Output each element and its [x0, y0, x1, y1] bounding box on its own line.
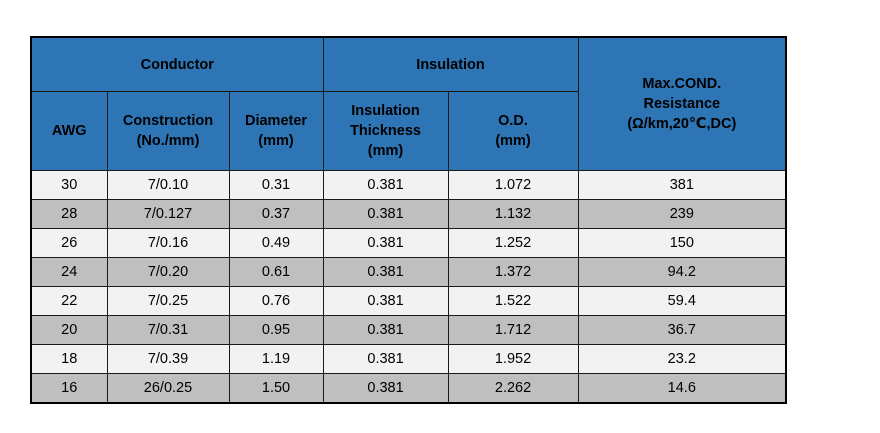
awg-cell: 28 — [30, 199, 108, 229]
resistance-cell: 23.2 — [577, 344, 788, 374]
outer-diameter-cell: 1.132 — [447, 199, 579, 229]
insulation-thickness-cell: 0.381 — [322, 257, 449, 287]
resistance-cell: 59.4 — [577, 286, 788, 316]
awg-cell: 30 — [30, 170, 108, 200]
construction-cell: 7/0.20 — [106, 257, 230, 287]
resistance-cell: 94.2 — [577, 257, 788, 287]
table-row: 28 7/0.127 0.37 0.381 1.132 239 — [30, 199, 788, 229]
awg-cell: 16 — [30, 373, 108, 404]
table-body: 30 7/0.10 0.31 0.381 1.072 381 28 7/0.12… — [30, 170, 788, 404]
insulation-thickness-cell: 0.381 — [322, 228, 449, 258]
table-row: 30 7/0.10 0.31 0.381 1.072 381 — [30, 170, 788, 200]
insulation-thickness-cell: 0.381 — [322, 286, 449, 316]
table-header: Conductor Insulation Max.COND. Resistanc… — [29, 36, 788, 171]
diameter-cell: 0.95 — [228, 315, 324, 345]
insulation-thickness-cell: 0.381 — [322, 315, 449, 345]
awg-cell: 20 — [30, 315, 108, 345]
outer-diameter-cell: 1.952 — [447, 344, 579, 374]
resistance-header: Max.COND. Resistance (Ω/km,20℃,DC) — [577, 36, 788, 171]
resistance-cell: 381 — [577, 170, 788, 200]
table-row: 24 7/0.20 0.61 0.381 1.372 94.2 — [30, 257, 788, 287]
insulation-thickness-cell: 0.381 — [322, 170, 449, 200]
table-row: 16 26/0.25 1.50 0.381 2.262 14.6 — [30, 373, 788, 404]
awg-cell: 22 — [30, 286, 108, 316]
diameter-header: Diameter (mm) — [228, 91, 324, 171]
diameter-cell: 1.19 — [228, 344, 324, 374]
table-row: 26 7/0.16 0.49 0.381 1.252 150 — [30, 228, 788, 258]
awg-cell: 24 — [30, 257, 108, 287]
construction-cell: 7/0.127 — [106, 199, 230, 229]
construction-cell: 7/0.16 — [106, 228, 230, 258]
outer-diameter-cell: 1.712 — [447, 315, 579, 345]
resistance-cell: 150 — [577, 228, 788, 258]
awg-header: AWG — [30, 91, 108, 171]
awg-cell: 26 — [30, 228, 108, 258]
diameter-cell: 1.50 — [228, 373, 324, 404]
construction-header: Construction (No./mm) — [106, 91, 230, 171]
construction-cell: 7/0.39 — [106, 344, 230, 374]
insulation-thickness-cell: 0.381 — [322, 373, 449, 404]
outer-diameter-cell: 2.262 — [447, 373, 579, 404]
construction-cell: 7/0.25 — [106, 286, 230, 316]
insulation-thickness-cell: 0.381 — [322, 199, 449, 229]
insulation-group-header: Insulation — [322, 36, 579, 92]
diameter-cell: 0.76 — [228, 286, 324, 316]
resistance-cell: 36.7 — [577, 315, 788, 345]
wire-spec-table: Conductor Insulation Max.COND. Resistanc… — [29, 36, 788, 404]
resistance-cell: 239 — [577, 199, 788, 229]
outer-diameter-cell: 1.372 — [447, 257, 579, 287]
construction-cell: 7/0.31 — [106, 315, 230, 345]
awg-cell: 18 — [30, 344, 108, 374]
diameter-cell: 0.49 — [228, 228, 324, 258]
outer-diameter-cell: 1.252 — [447, 228, 579, 258]
table-row: 18 7/0.39 1.19 0.381 1.952 23.2 — [30, 344, 788, 374]
insulation-thickness-header: Insulation Thickness (mm) — [322, 91, 449, 171]
construction-cell: 7/0.10 — [106, 170, 230, 200]
construction-cell: 26/0.25 — [106, 373, 230, 404]
outer-diameter-cell: 1.522 — [447, 286, 579, 316]
outer-diameter-header: O.D. (mm) — [447, 91, 579, 171]
outer-diameter-cell: 1.072 — [447, 170, 579, 200]
diameter-cell: 0.37 — [228, 199, 324, 229]
conductor-group-header: Conductor — [29, 36, 324, 92]
table-row: 22 7/0.25 0.76 0.381 1.522 59.4 — [30, 286, 788, 316]
header-group-row: Conductor Insulation Max.COND. Resistanc… — [29, 36, 788, 171]
diameter-cell: 0.61 — [228, 257, 324, 287]
diameter-cell: 0.31 — [228, 170, 324, 200]
insulation-thickness-cell: 0.381 — [322, 344, 449, 374]
table-row: 20 7/0.31 0.95 0.381 1.712 36.7 — [30, 315, 788, 345]
resistance-cell: 14.6 — [577, 373, 788, 404]
header-column-row: AWG Construction (No./mm) Diameter (mm) … — [30, 91, 786, 171]
